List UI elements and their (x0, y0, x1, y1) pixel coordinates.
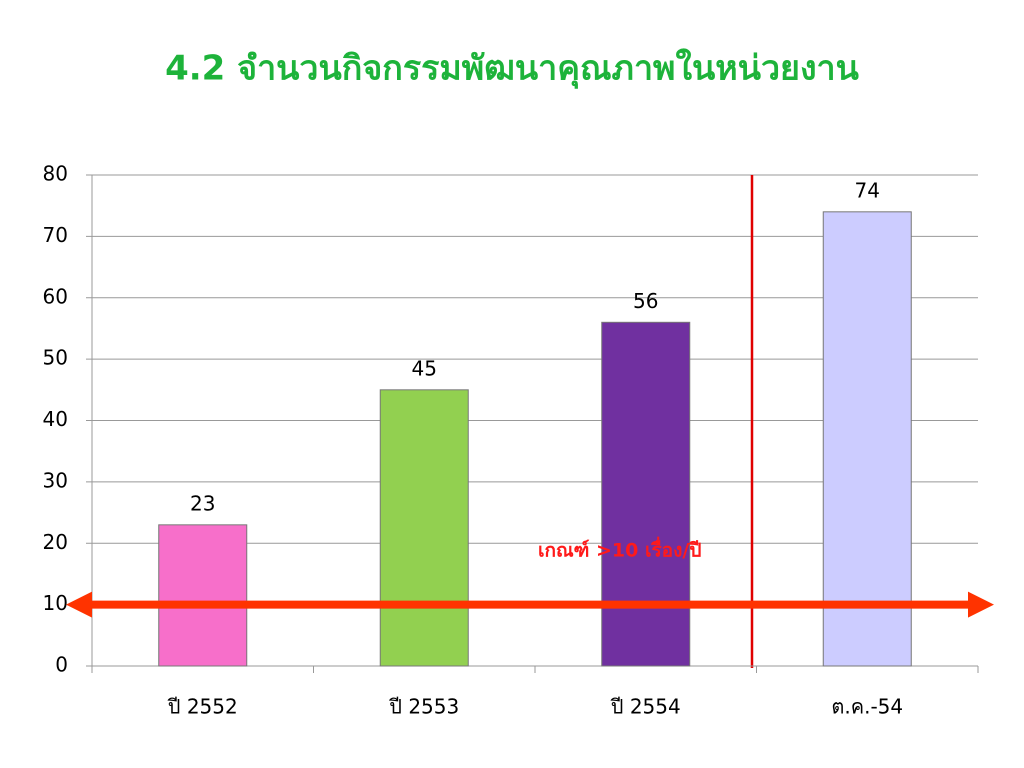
chart-title: 4.2 จำนวนกิจกรรมพัฒนาคุณภาพในหน่วยงาน (165, 48, 859, 90)
y-tick-label: 60 (43, 284, 68, 308)
y-tick-label: 50 (43, 346, 68, 370)
data-label: 74 (855, 178, 880, 202)
x-tick-label: ปี 2554 (611, 695, 681, 719)
bar (601, 321, 691, 667)
y-tick-label: 80 (43, 162, 68, 186)
y-tick-label: 20 (43, 530, 68, 554)
y-tick-label: 10 (43, 591, 68, 615)
y-tick-label: 30 (43, 468, 68, 492)
arrow-head (968, 591, 994, 618)
bar (822, 211, 912, 667)
annotation: เกณฑ์ >10 เรื่อง/ปี (538, 537, 701, 562)
data-label: 23 (190, 491, 215, 515)
y-tick-label: 70 (43, 223, 68, 247)
x-tick-label: ปี 2553 (389, 695, 459, 719)
x-tick-label: ต.ค.-54 (831, 695, 903, 719)
data-label: 56 (633, 289, 658, 313)
y-tick-label: 40 (43, 407, 68, 431)
arrow-head (66, 591, 92, 618)
y-tick-label: 0 (55, 653, 68, 677)
bar (379, 389, 469, 667)
bar (158, 524, 248, 667)
x-tick-label: ปี 2552 (168, 695, 238, 719)
data-label: 45 (412, 356, 437, 380)
